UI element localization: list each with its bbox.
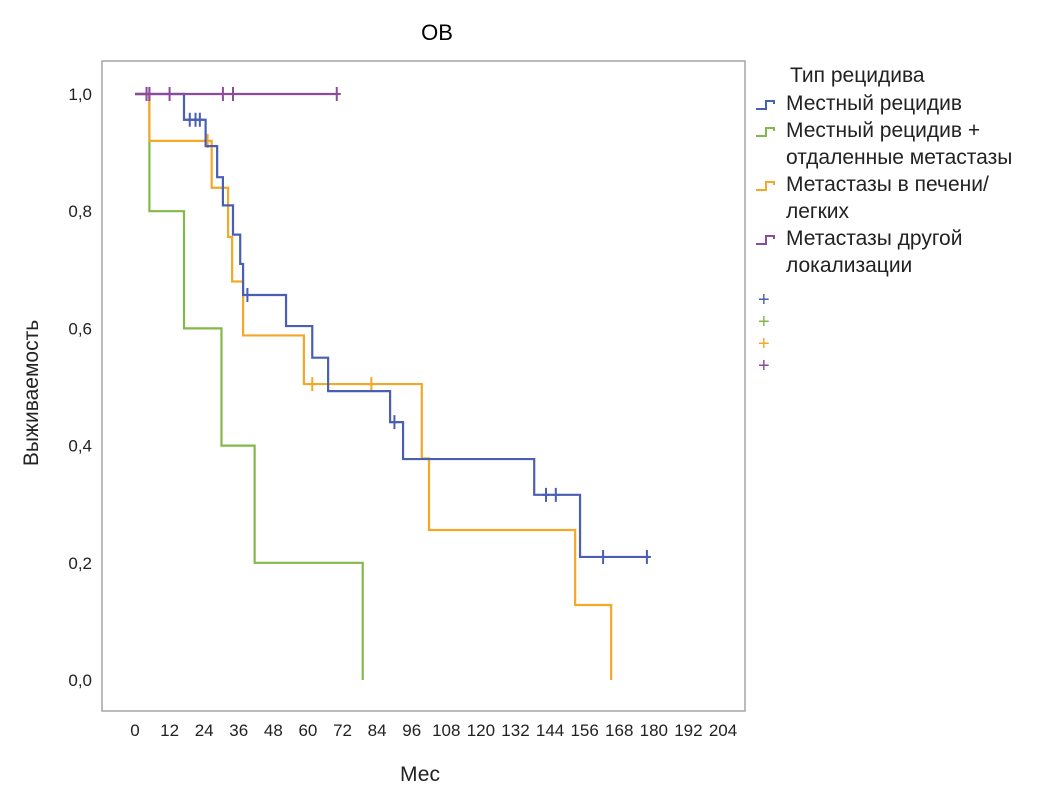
x-tick-label: 48 — [264, 721, 283, 740]
survival-step-line — [135, 92, 613, 680]
x-tick-label: 132 — [501, 721, 529, 740]
legend-censor-markers: + + + + — [752, 289, 1052, 377]
legend: Тип рецидива Местный рецидив Местный реци… — [752, 62, 1052, 377]
x-tick-label: 204 — [709, 721, 737, 740]
x-tick-label: 156 — [570, 721, 598, 740]
x-tick-label: 0 — [130, 721, 139, 740]
x-tick-label: 120 — [467, 721, 495, 740]
censor-mark — [195, 112, 204, 127]
plus-icon: + — [758, 333, 770, 355]
series-4 — [135, 87, 341, 101]
x-tick-label: 192 — [674, 721, 702, 740]
legend-label: Метастазы в печени/ легких — [786, 173, 989, 223]
series-1 — [135, 87, 651, 564]
x-tick-label: 168 — [605, 721, 633, 740]
y-tick-label: 0,4 — [68, 437, 92, 456]
y-tick-label: 0,8 — [68, 202, 92, 221]
plus-icon: + — [758, 355, 770, 377]
censor-mark — [165, 87, 174, 101]
censor-mark — [642, 549, 651, 564]
y-tick-label: 1,0 — [68, 85, 92, 104]
censor-mark — [145, 87, 154, 101]
legend-censor-item: + — [752, 289, 1052, 311]
plot-frame — [101, 60, 746, 712]
x-tick-label: 144 — [536, 721, 564, 740]
censor-mark — [243, 287, 252, 302]
x-tick-label: 96 — [402, 721, 421, 740]
x-tick-label: 84 — [368, 721, 387, 740]
x-tick-label: 180 — [640, 721, 668, 740]
censor-mark — [332, 87, 341, 101]
legend-censor-item: + — [752, 355, 1052, 377]
step-line-icon — [752, 117, 786, 144]
censor-mark — [542, 487, 551, 502]
legend-item: Местный рецидив + отдаленные метастазы — [752, 117, 1052, 171]
censor-mark — [390, 415, 399, 430]
legend-label: Метастазы другой локализации — [786, 227, 963, 277]
legend-label: Местный рецидив — [786, 92, 963, 115]
legend-item: Метастазы другой локализации — [752, 225, 1052, 279]
y-axis-label: Выживаемость — [20, 320, 43, 466]
censor-mark — [551, 487, 560, 502]
x-tick-label: 108 — [432, 721, 460, 740]
censor-mark — [599, 549, 608, 564]
legend-item: Местный рецидив — [752, 90, 1052, 117]
x-tick-label: 24 — [195, 721, 214, 740]
plus-icon: + — [758, 311, 770, 333]
series-2 — [135, 92, 364, 680]
legend-item: Метастазы в печени/ легких — [752, 171, 1052, 225]
x-axis-ticks: 0 12 24 36 48 60 72 84 96 108 120 132 144 156 168 180 19… — [130, 721, 737, 740]
survival-step-line — [135, 92, 364, 680]
step-line-icon — [752, 171, 786, 198]
legend-label: Местный рецидив + отдаленные метастазы — [786, 119, 1013, 169]
plus-icon: + — [758, 289, 770, 311]
chart-title: ОВ — [421, 20, 453, 45]
survival-curves — [135, 87, 651, 680]
x-tick-label: 12 — [160, 721, 179, 740]
legend-censor-item: + — [752, 311, 1052, 333]
censor-mark — [218, 87, 227, 101]
legend-censor-item: + — [752, 333, 1052, 355]
censor-mark — [367, 377, 376, 392]
x-tick-label: 36 — [229, 721, 248, 740]
legend-title: Тип рецидива — [790, 64, 925, 87]
censor-mark — [229, 87, 237, 101]
censor-mark — [308, 377, 317, 392]
y-tick-label: 0,0 — [68, 671, 92, 690]
series-3 — [135, 92, 613, 680]
step-line-icon — [752, 225, 786, 252]
x-tick-label: 60 — [298, 721, 317, 740]
x-axis-label: Мес — [400, 763, 440, 786]
step-line-icon — [752, 90, 786, 117]
y-tick-label: 0,2 — [68, 554, 92, 573]
y-axis-ticks: 0,0 0,2 0,4 0,6 0,8 1,0 — [68, 85, 92, 690]
x-tick-label: 72 — [333, 721, 352, 740]
survival-step-line — [135, 92, 650, 559]
legend-items: Местный рецидив Местный рецидив + отдален… — [752, 90, 1052, 279]
y-tick-label: 0,6 — [68, 319, 92, 338]
